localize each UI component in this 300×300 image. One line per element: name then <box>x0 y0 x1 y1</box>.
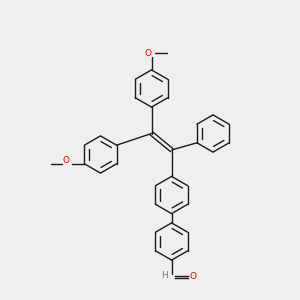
Text: O: O <box>190 272 197 281</box>
Text: O: O <box>63 156 70 165</box>
Text: O: O <box>144 49 151 58</box>
Text: H: H <box>162 271 168 280</box>
